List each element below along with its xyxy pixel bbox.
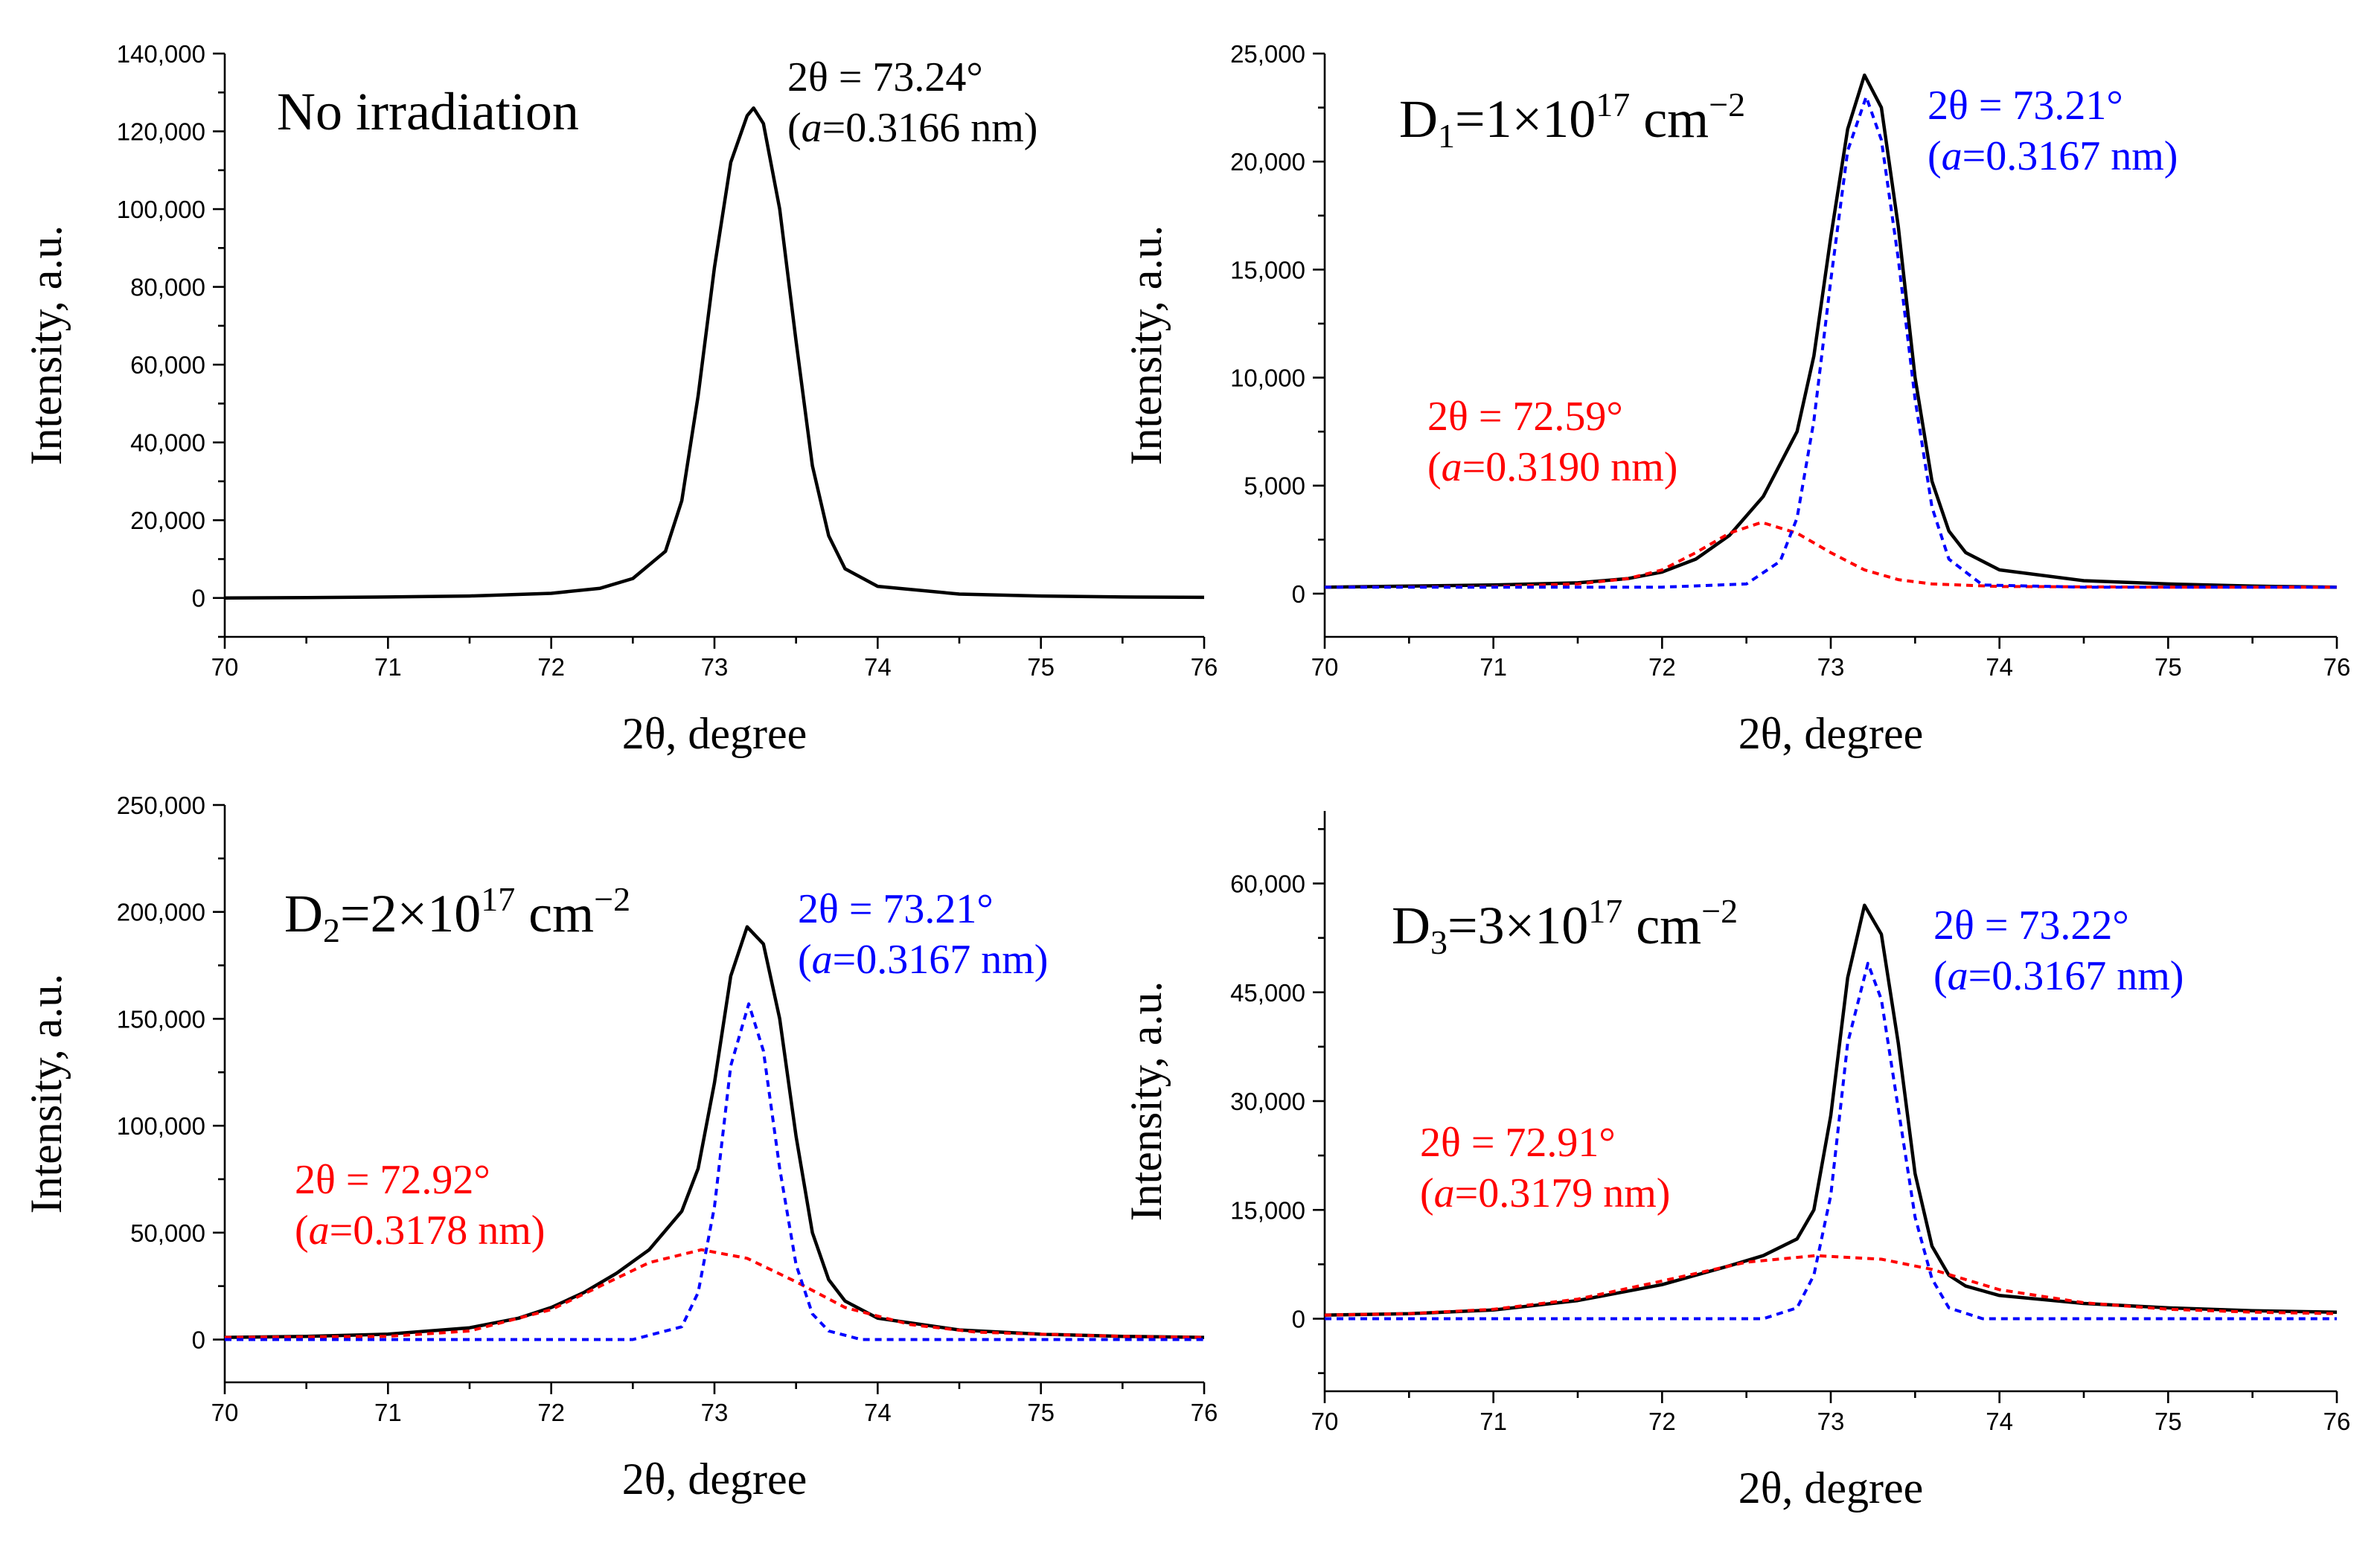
y-tick-label: 15,000 xyxy=(1230,256,1305,283)
peak-annotation: 2θ = 72.91° xyxy=(1420,1120,1616,1166)
lattice-annotation: (a=0.3166 nm) xyxy=(787,105,1037,151)
y-axis-title: Intensity, a.u. xyxy=(22,225,71,466)
x-tick-label: 75 xyxy=(1027,653,1055,681)
fit-curve-blue xyxy=(1325,95,2337,589)
lattice-annotation: (a=0.3167 nm) xyxy=(1928,133,2178,179)
y-tick-label: 100,000 xyxy=(117,196,205,223)
y-tick-label: 150,000 xyxy=(117,1005,205,1033)
lattice-annotation: (a=0.3190 nm) xyxy=(1427,444,1677,490)
x-tick-label: 76 xyxy=(1191,1399,1218,1426)
y-tick-label: 30,000 xyxy=(1230,1088,1305,1115)
y-tick-label: 50,000 xyxy=(130,1219,205,1247)
x-tick-label: 71 xyxy=(374,653,402,681)
x-tick-label: 72 xyxy=(1648,653,1676,681)
y-tick-label: 40,000 xyxy=(130,429,205,457)
x-tick-label: 76 xyxy=(2323,653,2351,681)
y-tick-label: 10,000 xyxy=(1230,365,1305,392)
peak-annotation: 2θ = 73.21° xyxy=(1928,83,2123,129)
peak-annotation: 2θ = 72.92° xyxy=(295,1157,490,1203)
fit-curve-blue xyxy=(1325,961,2337,1321)
measured-curve xyxy=(1324,73,2338,589)
y-tick-label: 60,000 xyxy=(1230,870,1305,898)
measured-curve xyxy=(224,106,1205,600)
y-tick-label: 20,000 xyxy=(130,507,205,534)
panel-title: D1=1×1017 cm−2 xyxy=(1399,86,1745,155)
y-tick-label: 15,000 xyxy=(1230,1196,1305,1224)
y-tick-label: 80,000 xyxy=(130,274,205,301)
y-tick-label: 45,000 xyxy=(1230,979,1305,1007)
y-axis-title: Intensity, a.u. xyxy=(1122,225,1171,466)
lattice-annotation: (a=0.3167 nm) xyxy=(1933,953,2184,999)
x-tick-label: 70 xyxy=(211,1399,239,1426)
peak-annotation: 2θ = 73.22° xyxy=(1933,902,2129,949)
x-axis-title: 2θ, degree xyxy=(1738,1463,1924,1513)
y-tick-label: 100,000 xyxy=(117,1112,205,1140)
measured-curve xyxy=(224,925,1205,1339)
x-tick-label: 70 xyxy=(1311,1408,1339,1435)
lattice-annotation: (a=0.3179 nm) xyxy=(1420,1170,1670,1216)
fit-curve-red xyxy=(1324,521,2337,589)
x-tick-label: 73 xyxy=(701,1399,729,1426)
y-tick-label: 250,000 xyxy=(117,792,205,819)
chart-panel-4: 70 71 72 73 74 75 76 0 15,000 30,000 45,000 60,000 2… xyxy=(1122,811,2350,1513)
y-tick-label: 20,000 xyxy=(1230,148,1305,176)
x-tick-label: 76 xyxy=(1191,653,1218,681)
y-tick-label: 120,000 xyxy=(117,118,205,146)
y-tick-label: 200,000 xyxy=(117,899,205,926)
chart-panel-2: 70 71 72 73 74 75 76 0 5,000 10,000 15,000 20,000 25… xyxy=(1122,40,2350,758)
x-tick-label: 73 xyxy=(701,653,729,681)
measured-curve xyxy=(1324,903,2338,1317)
panel-title: D3=3×1017 cm−2 xyxy=(1392,892,1738,961)
y-tick-label: 0 xyxy=(1292,1306,1305,1333)
y-tick-label: 0 xyxy=(192,585,205,612)
peak-annotation: 2θ = 73.21° xyxy=(798,886,994,932)
y-axis-title: Intensity, a.u. xyxy=(22,974,71,1214)
x-axis-title: 2θ, degree xyxy=(1738,709,1924,758)
x-axis-title: 2θ, degree xyxy=(622,709,807,758)
y-tick-label: 0 xyxy=(1292,580,1305,608)
x-tick-label: 74 xyxy=(864,1399,892,1426)
chart-panel-3: 70 71 72 73 74 75 76 0 50,000 100,000 150,000 200,0… xyxy=(22,792,1218,1504)
x-tick-label: 71 xyxy=(1479,653,1507,681)
x-tick-label: 70 xyxy=(211,653,239,681)
fit-curve-blue xyxy=(225,1002,1204,1341)
x-tick-label: 72 xyxy=(537,1399,565,1426)
panel-title: D2=2×1017 cm−2 xyxy=(284,880,630,949)
x-tick-label: 72 xyxy=(1648,1408,1676,1435)
peak-annotation: 2θ = 73.24° xyxy=(787,54,983,100)
x-tick-label: 75 xyxy=(2155,1408,2182,1435)
lattice-annotation: (a=0.3167 nm) xyxy=(798,937,1048,983)
x-tick-label: 70 xyxy=(1311,653,1339,681)
x-tick-label: 74 xyxy=(1986,653,2013,681)
x-tick-label: 71 xyxy=(1479,1408,1507,1435)
x-tick-label: 75 xyxy=(2155,653,2182,681)
y-tick-label: 60,000 xyxy=(130,351,205,379)
y-tick-label: 0 xyxy=(192,1327,205,1354)
chart-panel-1: 70 71 72 73 74 75 76 0 20,000 40,000 60,000 80,000 1… xyxy=(22,40,1218,758)
x-tick-label: 73 xyxy=(1817,653,1845,681)
x-tick-label: 71 xyxy=(374,1399,402,1426)
y-tick-label: 5,000 xyxy=(1244,472,1305,500)
x-tick-label: 74 xyxy=(864,653,892,681)
x-tick-label: 76 xyxy=(2323,1408,2351,1435)
y-tick-label: 25,000 xyxy=(1230,40,1305,68)
x-axis-title: 2θ, degree xyxy=(622,1454,807,1504)
x-tick-label: 73 xyxy=(1817,1408,1845,1435)
lattice-annotation: (a=0.3178 nm) xyxy=(295,1207,545,1254)
fit-curve-red xyxy=(1324,1254,2338,1317)
y-axis-title: Intensity, a.u. xyxy=(1122,981,1171,1222)
x-tick-label: 74 xyxy=(1986,1408,2013,1435)
panel-title: No irradiation xyxy=(277,82,579,141)
y-tick-label: 140,000 xyxy=(117,40,205,68)
x-tick-label: 75 xyxy=(1027,1399,1055,1426)
fit-curve-red xyxy=(224,1248,1205,1339)
peak-annotation: 2θ = 72.59° xyxy=(1427,394,1623,440)
x-tick-label: 72 xyxy=(537,653,565,681)
